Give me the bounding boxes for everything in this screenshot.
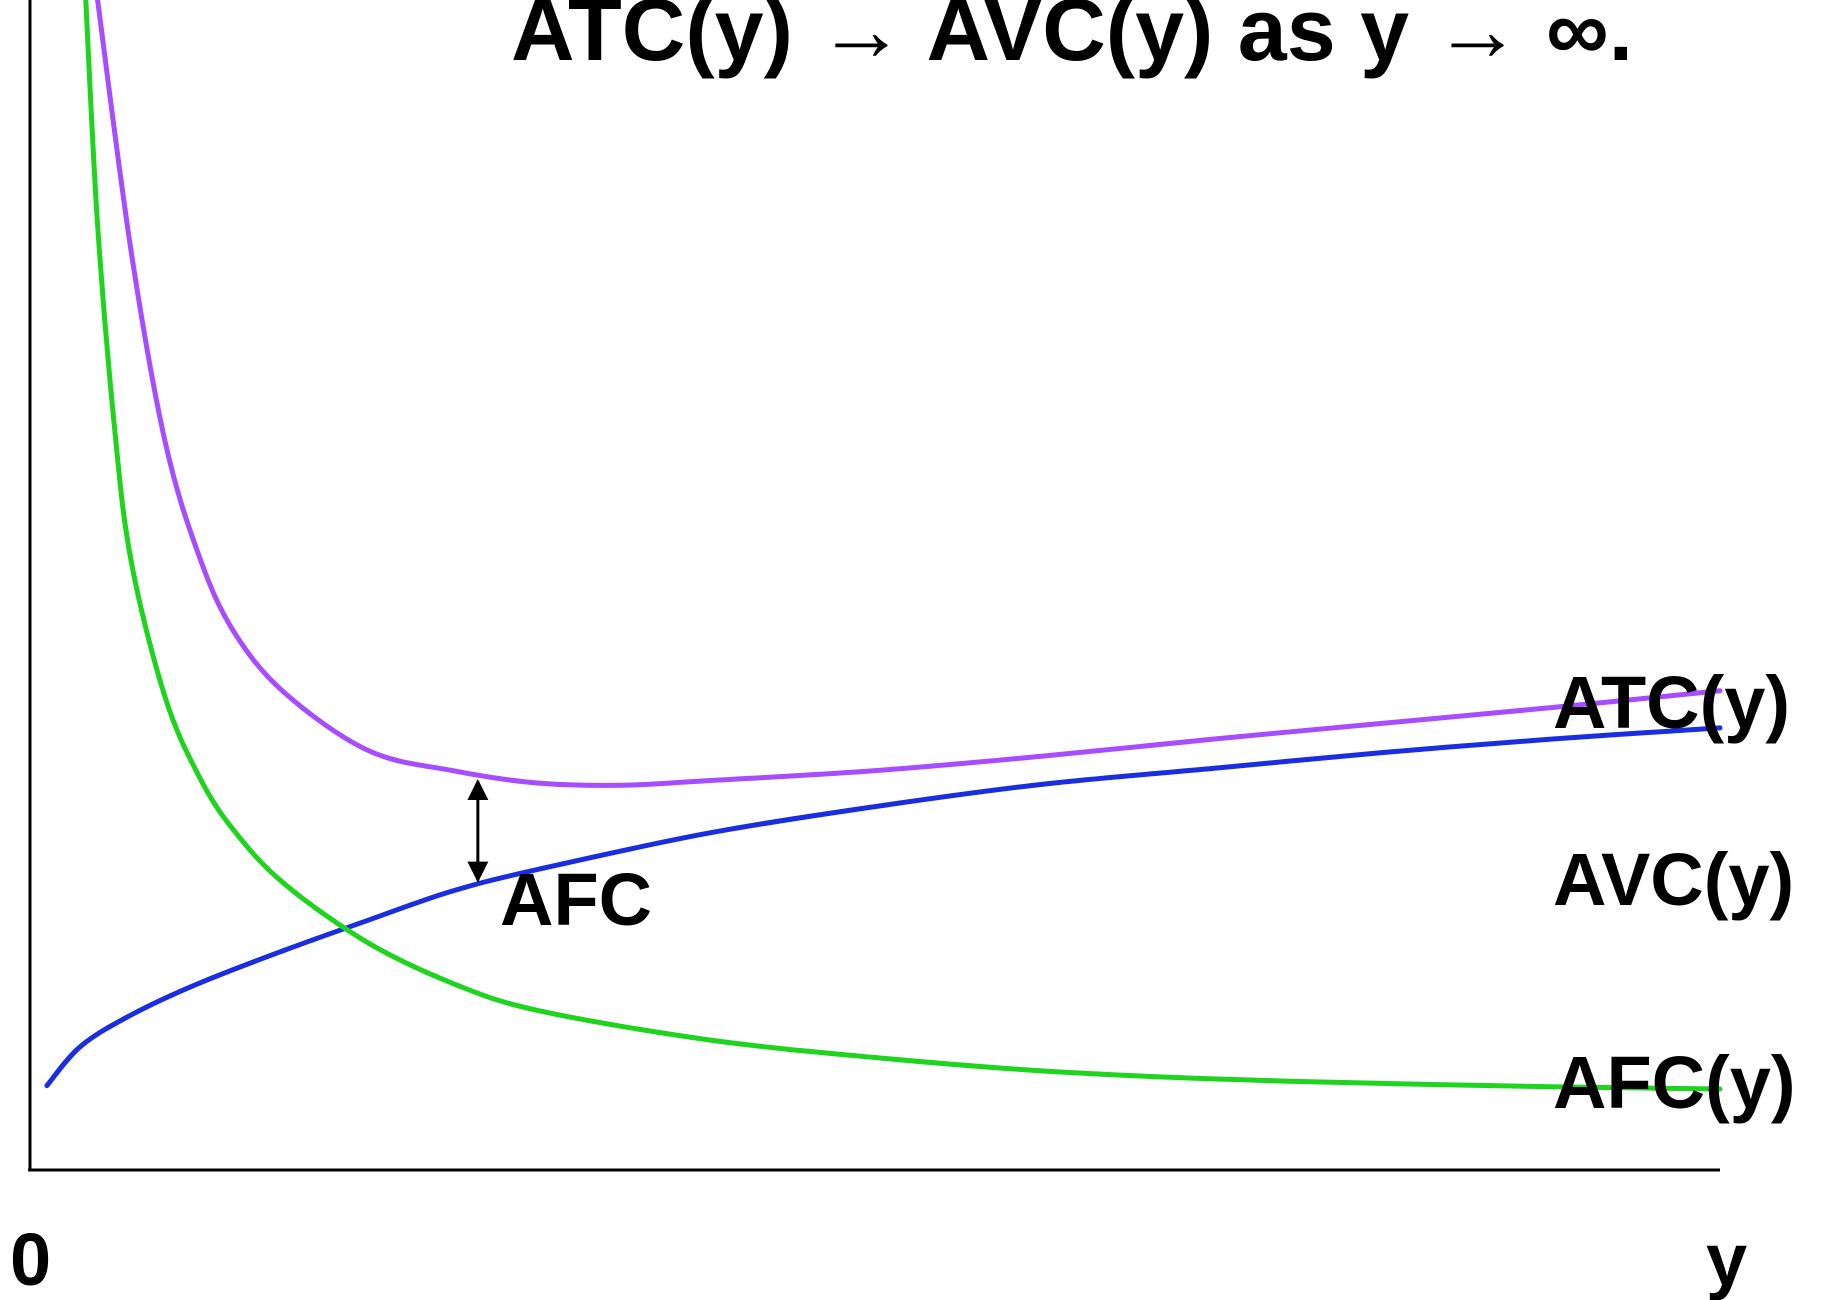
origin-label: 0	[10, 1218, 51, 1300]
chart-title: ATC(y) → AVC(y) as y → ∞.	[511, 0, 1633, 79]
series-label-atc: ATC(y)	[1553, 661, 1790, 744]
series-layer	[44, 0, 1723, 1092]
series-line-atc	[95, 0, 1723, 788]
series-label-avc: AVC(y)	[1553, 838, 1794, 921]
x-axis-label: y	[1706, 1218, 1747, 1300]
series-label-afc: AFC(y)	[1553, 1041, 1796, 1124]
afc-gap-label: AFC	[500, 858, 652, 941]
series-line-afc	[83, 0, 1723, 1092]
series-line-avc	[44, 725, 1723, 1089]
